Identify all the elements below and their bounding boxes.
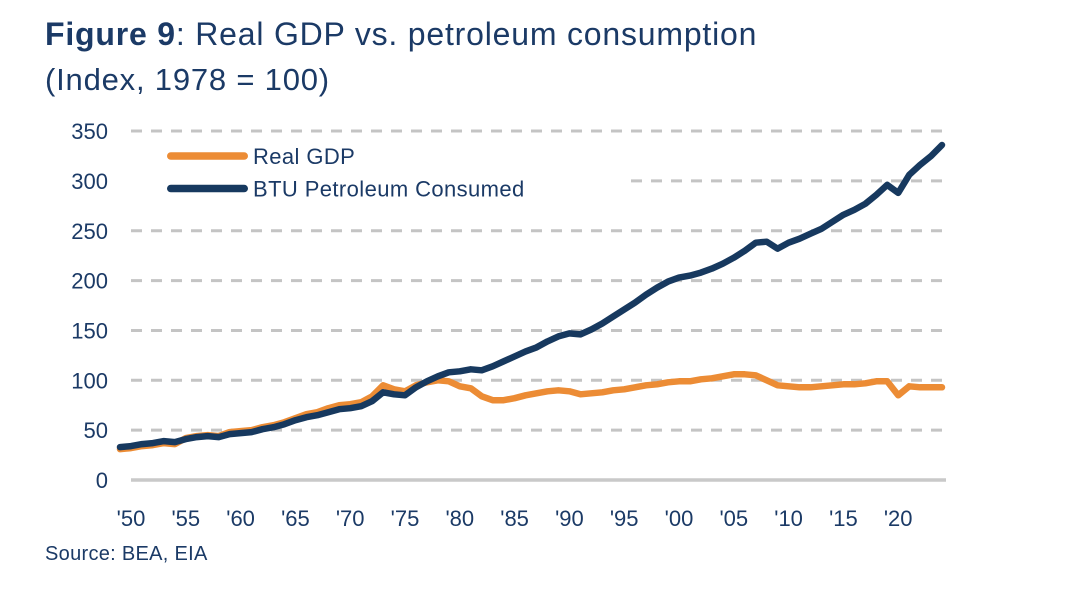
x-tick-label: '20 [884, 506, 913, 531]
x-tick-label: '55 [171, 506, 200, 531]
y-tick-label: 50 [84, 418, 108, 443]
y-tick-label: 0 [96, 468, 108, 493]
figure-number: Figure 9 [45, 16, 176, 52]
legend-label: BTU Petroleum Consumed [253, 177, 525, 202]
legend-background [128, 138, 622, 208]
y-tick-label: 350 [71, 119, 108, 144]
x-tick-label: '90 [555, 506, 584, 531]
x-tick-label: '85 [500, 506, 529, 531]
x-tick-label: '70 [336, 506, 365, 531]
legend-swatch [167, 184, 248, 193]
x-tick-label: '65 [281, 506, 310, 531]
y-tick-label: 300 [71, 169, 108, 194]
title-subtitle: (Index, 1978 = 100) [45, 62, 330, 97]
series-line-btu-petroleum-consumed [116, 141, 946, 451]
title-line1: Figure 9: Real GDP vs. petroleum consump… [45, 12, 757, 57]
x-tick-label: '10 [774, 506, 803, 531]
y-tick-label: 200 [71, 269, 108, 294]
x-tick-label: '80 [445, 506, 474, 531]
x-tick-label: '00 [665, 506, 694, 531]
x-tick-label: '05 [719, 506, 748, 531]
series-line-real-gdp [116, 371, 946, 453]
x-tick-label: '75 [391, 506, 420, 531]
x-tick-label: '50 [117, 506, 146, 531]
legend-label: Real GDP [253, 144, 355, 169]
x-tick-label: '60 [226, 506, 255, 531]
source-note: Source: BEA, EIA [45, 543, 208, 565]
y-tick-label: 100 [71, 368, 108, 393]
x-tick-label: '15 [829, 506, 858, 531]
title-text: : Real GDP vs. petroleum consumption [175, 16, 758, 52]
y-tick-label: 250 [71, 219, 108, 244]
legend-swatch [167, 152, 248, 160]
y-tick-label: 150 [71, 318, 108, 343]
chart-title: Figure 9: Real GDP vs. petroleum consump… [45, 12, 757, 102]
x-tick-label: '95 [610, 506, 639, 531]
